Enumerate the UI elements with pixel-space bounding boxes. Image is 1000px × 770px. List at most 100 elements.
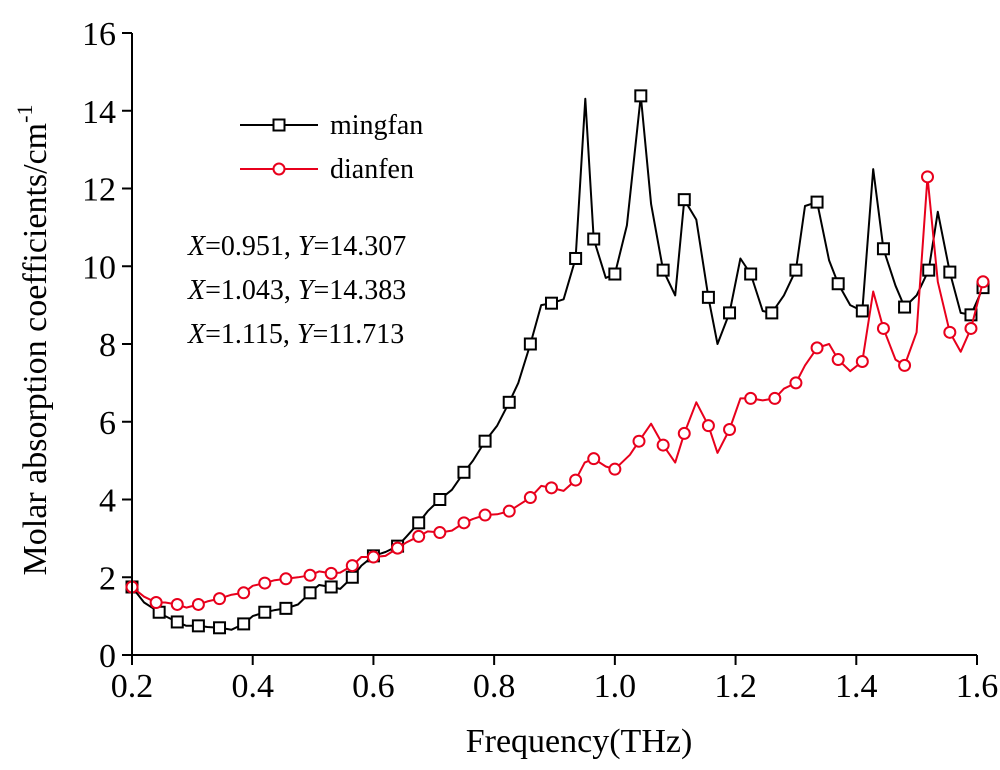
data-point-mingfan (412, 516, 426, 530)
data-point-dianfen (701, 419, 715, 433)
data-point-dianfen (303, 568, 317, 582)
y-tick-label: 8 (99, 327, 116, 364)
data-point-mingfan (898, 300, 912, 314)
annotation-y-label: Y (297, 319, 316, 350)
annotation-x-label: X (187, 319, 206, 350)
data-point-dianfen (656, 438, 670, 452)
data-point-dianfen (976, 275, 990, 289)
y-ticks: 0 2 4 6 8 10 12 14 16 (82, 16, 132, 675)
legend: mingfan dianfen (240, 110, 423, 185)
data-point-dianfen (723, 423, 737, 437)
data-point-mingfan (258, 605, 272, 619)
peak-annotation: X=1.115, Y=11.713 (187, 319, 404, 350)
data-point-dianfen (768, 391, 782, 405)
annotation-x-value: =1.043, (205, 275, 298, 306)
data-point-dianfen (789, 376, 803, 390)
data-point-mingfan (723, 306, 737, 320)
data-point-mingfan (544, 296, 558, 310)
data-point-mingfan (876, 242, 890, 256)
data-point-mingfan (213, 621, 227, 635)
data-point-mingfan (855, 304, 869, 318)
y-axis-title-superscript: -1 (12, 105, 37, 123)
annotation-y-label: Y (298, 231, 317, 262)
data-point-mingfan (523, 337, 537, 351)
data-point-dianfen (677, 426, 691, 440)
data-point-mingfan (744, 267, 758, 281)
x-ticks: 0.2 0.4 0.6 0.8 1.0 1.2 1.4 1.6 (111, 655, 999, 705)
series-line-mingfan (131, 94, 984, 631)
data-point-mingfan (677, 193, 691, 207)
y-tick-label: 12 (82, 172, 116, 209)
data-point-dianfen (831, 353, 845, 367)
data-point-dianfen (237, 586, 251, 600)
data-point-dianfen (391, 541, 405, 555)
data-point-dianfen (149, 596, 163, 610)
data-point-dianfen (258, 576, 272, 590)
data-point-mingfan (279, 601, 293, 615)
data-point-dianfen (457, 516, 471, 530)
annotation-y-value: =14.307 (313, 231, 406, 262)
data-point-mingfan (345, 570, 359, 584)
annotation-x-value: =0.951, (205, 231, 298, 262)
y-axis-title-main: Molar absorption coefficients/cm (17, 123, 54, 576)
data-point-dianfen (191, 597, 205, 611)
plot-area (125, 89, 990, 635)
data-point-dianfen (569, 473, 583, 487)
x-tick-label: 1.4 (835, 668, 878, 705)
data-point-dianfen (632, 434, 646, 448)
data-point-mingfan (237, 617, 251, 631)
data-point-mingfan (457, 465, 471, 479)
annotation-x-label: X (187, 231, 206, 262)
data-point-dianfen (964, 321, 978, 335)
data-point-mingfan (831, 277, 845, 291)
data-point-dianfen (855, 354, 869, 368)
legend-item-mingfan: mingfan (240, 110, 423, 141)
data-point-dianfen (170, 597, 184, 611)
data-point-dianfen (213, 592, 227, 606)
x-tick-label: 0.4 (231, 668, 274, 705)
data-point-mingfan (478, 434, 492, 448)
data-point-dianfen (876, 321, 890, 335)
series-mingfan (125, 89, 990, 635)
data-point-dianfen (366, 550, 380, 564)
data-point-mingfan (191, 619, 205, 633)
y-axis-title: Molar absorption coefficients/cm-1 (12, 105, 54, 576)
x-tick-label: 1.6 (956, 668, 999, 705)
x-axis-title: Frequency(THz) (466, 723, 693, 760)
data-point-dianfen (943, 325, 957, 339)
data-point-dianfen (433, 526, 447, 540)
data-point-dianfen (412, 529, 426, 543)
data-point-dianfen (523, 491, 537, 505)
x-tick-label: 1.0 (594, 668, 637, 705)
series-layer (125, 89, 990, 635)
data-point-dianfen (898, 358, 912, 372)
data-point-dianfen (345, 559, 359, 573)
axes: 0.2 0.4 0.6 0.8 1.0 1.2 1.4 1.6 0 2 4 6 8 10 12 14 16 F… (12, 16, 998, 760)
y-tick-label: 10 (82, 249, 116, 286)
x-tick-label: 0.2 (111, 668, 154, 705)
data-point-dianfen (587, 452, 601, 466)
data-point-dianfen (921, 170, 935, 184)
data-point-mingfan (943, 265, 957, 279)
annotation-x-value: =1.115, (205, 319, 297, 350)
data-point-mingfan (569, 251, 583, 265)
legend-marker (272, 162, 286, 176)
data-point-mingfan (922, 263, 936, 277)
data-point-dianfen (324, 566, 338, 580)
data-point-mingfan (303, 586, 317, 600)
y-tick-label: 14 (82, 94, 116, 131)
data-point-mingfan (433, 493, 447, 506)
legend-label: dianfen (330, 154, 414, 185)
data-point-dianfen (810, 341, 824, 355)
peak-annotation: X=1.043, Y=14.383 (187, 275, 406, 306)
y-tick-label: 16 (82, 16, 116, 53)
annotation-y-label: Y (298, 275, 317, 306)
x-tick-label: 0.8 (473, 668, 516, 705)
data-point-dianfen (744, 391, 758, 405)
data-point-mingfan (789, 263, 803, 277)
x-tick-label: 1.2 (714, 668, 757, 705)
peak-annotation: X=0.951, Y=14.307 (187, 231, 406, 262)
annotation-y-value: =14.383 (313, 275, 406, 306)
annotation-x-label: X (187, 275, 206, 306)
